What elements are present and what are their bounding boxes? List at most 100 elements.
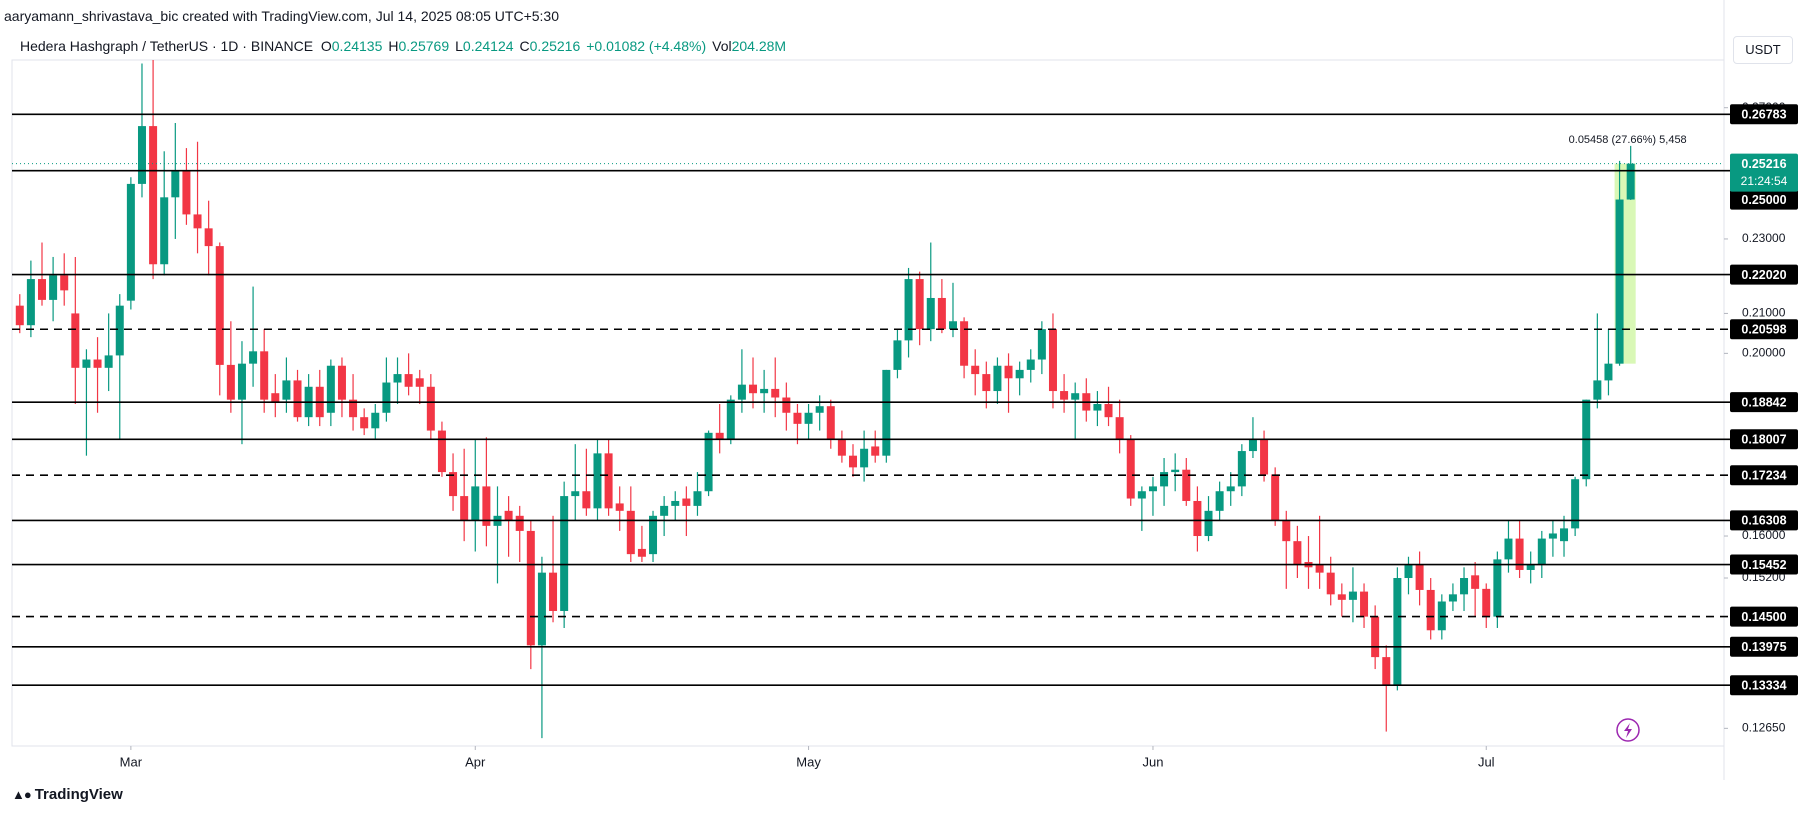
candle-body (760, 388, 769, 394)
candle-body (604, 453, 613, 509)
level-label: 0.18007 (1741, 433, 1786, 447)
countdown: 21:24:54 (1741, 174, 1788, 188)
level-label: 0.25000 (1741, 193, 1786, 207)
level-tag (1730, 636, 1798, 657)
candle-body (1415, 564, 1424, 590)
volume-value: 204.28M (731, 38, 787, 54)
candle-body (549, 572, 558, 611)
level-label: 0.20598 (1741, 323, 1786, 337)
ohlc: O0.24135 H0.25769 L0.24124 C0.25216 (321, 38, 586, 54)
candle-body (182, 170, 191, 215)
candle-body (82, 359, 91, 368)
candle-body (1404, 564, 1413, 579)
candle-body (849, 455, 858, 468)
candle-body (1604, 363, 1613, 381)
candle-body (104, 355, 113, 368)
candle-body (326, 365, 335, 413)
candle-body (126, 183, 135, 301)
candle-body (204, 228, 213, 247)
ohlc-value: 0.25769 (398, 38, 450, 54)
chart: 0.270000.230000.210000.200000.160000.152… (11, 0, 1798, 780)
candle-body (37, 279, 46, 300)
candle-body (693, 491, 702, 506)
candle-body (860, 448, 869, 468)
x-tick-label: May (796, 754, 821, 769)
candle-body (215, 246, 224, 365)
unit-button[interactable]: USDT (1733, 36, 1793, 64)
candle-body (726, 399, 735, 440)
candle-body (771, 388, 780, 398)
candle-body (1015, 369, 1024, 379)
x-tick-label: Apr (465, 754, 486, 769)
brand-text: TradingView (34, 786, 123, 803)
candle-body (826, 406, 835, 440)
candle-body (660, 505, 669, 516)
candle-body (260, 351, 269, 400)
level-tag (1730, 319, 1798, 340)
candle-body (737, 384, 746, 400)
candle-body (404, 374, 413, 387)
candle-body (1360, 591, 1369, 617)
candle-body (1493, 559, 1502, 617)
ohlc-value: 0.24135 (331, 38, 383, 54)
candle-body (271, 393, 280, 402)
candle-body (482, 486, 491, 526)
ohlc-key: H (388, 38, 399, 54)
candle-body (926, 297, 935, 330)
level-tag (1730, 429, 1798, 450)
candle-body (560, 496, 569, 611)
candle-body (882, 369, 891, 456)
x-tick-label: Mar (120, 754, 143, 769)
brand: ▲● TradingView (12, 786, 123, 803)
candle-body (149, 126, 158, 265)
candle-body (1471, 575, 1480, 589)
brand-logo: ▲● (12, 787, 32, 802)
candle-body (1226, 486, 1235, 492)
alert-icon[interactable] (1616, 718, 1640, 742)
candle-body (1460, 578, 1469, 595)
candle-body (504, 510, 513, 521)
candle-body (1037, 329, 1046, 360)
candle-body (460, 496, 469, 521)
y-tick-label: 0.20000 (1742, 346, 1786, 360)
candle-body (749, 384, 758, 394)
candle-body (537, 572, 546, 646)
candle-body (1348, 591, 1357, 600)
candle-body (393, 374, 402, 383)
measure-label: 0.05458 (27.66%) 5,458 (1569, 134, 1687, 146)
candle-body (671, 500, 680, 506)
candle-body (1237, 451, 1246, 487)
level-tag (1730, 510, 1798, 531)
ohlc-key: C (519, 38, 530, 54)
plot (12, 60, 1724, 739)
x-tick-label: Jun (1142, 754, 1163, 769)
candle-body (1171, 469, 1180, 473)
candle-body (1615, 199, 1624, 364)
ohlc-key: L (455, 38, 463, 54)
candle-body (1526, 564, 1535, 570)
level-label: 0.13975 (1741, 640, 1786, 654)
level-label: 0.14500 (1741, 610, 1786, 624)
last-price-label: 0.25216 (1741, 157, 1786, 171)
candle-body (1048, 329, 1057, 392)
candle-body (1537, 538, 1546, 565)
level-tag (1730, 606, 1798, 627)
candle-body (1071, 393, 1080, 400)
level-tag (1730, 554, 1798, 575)
level-tag (1730, 104, 1798, 125)
y-tick-label: 0.16000 (1742, 528, 1786, 542)
level-tag (1730, 392, 1798, 413)
candle-body (26, 279, 35, 326)
candle-body (704, 432, 713, 492)
candle-body (282, 380, 291, 400)
candle-body (1593, 380, 1602, 400)
candle-body (526, 530, 535, 646)
candle-body (1326, 572, 1335, 595)
candle-body (337, 365, 346, 400)
level-label: 0.18842 (1741, 395, 1786, 409)
candle-body (449, 472, 458, 497)
candle-body (993, 365, 1002, 392)
last-price-tag (1730, 153, 1798, 192)
candle-body (1115, 417, 1124, 440)
